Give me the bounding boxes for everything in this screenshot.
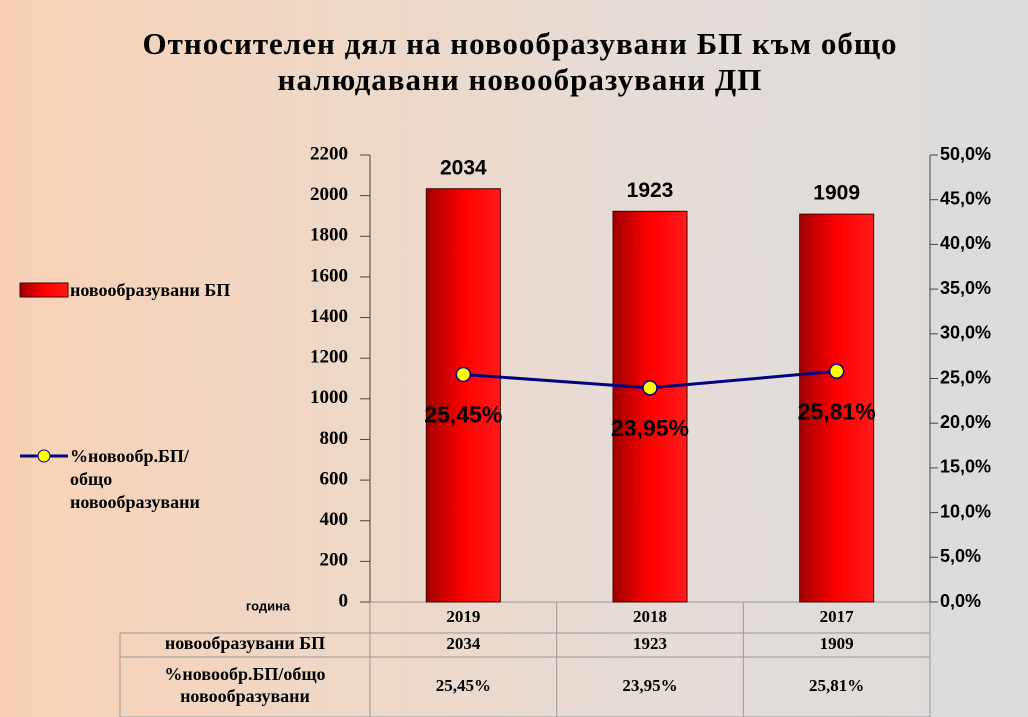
y2-tick-label: 40,0% bbox=[940, 233, 991, 253]
y2-tick-label: 10,0% bbox=[940, 501, 991, 521]
table-cell: 25,45% bbox=[436, 676, 491, 695]
y2-tick-label: 20,0% bbox=[940, 412, 991, 432]
y-tick-label: 1800 bbox=[310, 225, 348, 246]
y2-tick-label: 25,0% bbox=[940, 367, 991, 387]
y-tick-label: 1000 bbox=[310, 387, 348, 408]
bar bbox=[799, 213, 875, 603]
y2-tick-label: 45,0% bbox=[940, 188, 991, 208]
y2-tick-label: 0,0% bbox=[940, 591, 981, 611]
line-marker bbox=[642, 380, 658, 396]
line-marker bbox=[455, 366, 472, 383]
x-axis-label: година bbox=[246, 598, 291, 613]
legend-label: новообразувани БП bbox=[70, 280, 231, 300]
line-marker bbox=[828, 363, 845, 380]
bar bbox=[612, 210, 688, 603]
table-cell: 23,95% bbox=[622, 676, 677, 695]
x-tick-label: 2019 bbox=[446, 607, 480, 626]
line-value-label: 25,45% bbox=[424, 402, 502, 428]
y-tick-label: 1600 bbox=[310, 265, 348, 286]
legend-label: %новообр.БП/общо новообразувани bbox=[70, 446, 200, 512]
y-tick-label: 600 bbox=[320, 468, 349, 489]
bar-value-label: 2034 bbox=[440, 156, 487, 179]
y2-tick-label: 50,0% bbox=[940, 144, 991, 164]
y2-tick-label: 5,0% bbox=[940, 546, 981, 566]
line-value-label: 23,95% bbox=[611, 415, 689, 441]
y2-tick-label: 15,0% bbox=[940, 457, 991, 477]
bar-value-label: 1909 bbox=[813, 182, 860, 205]
table-row-header: новообразувани БП bbox=[165, 633, 325, 653]
table-cell: 25,81% bbox=[809, 676, 864, 695]
y-tick-label: 2000 bbox=[310, 184, 348, 205]
bar bbox=[425, 188, 501, 603]
chart-title: Относителен дял на новообразувани БП към… bbox=[142, 26, 898, 97]
y-tick-label: 200 bbox=[320, 550, 349, 571]
y-tick-label: 400 bbox=[320, 509, 349, 530]
legend-swatch bbox=[37, 449, 51, 463]
table-row-header: %новообр.БП/общо новообразувани bbox=[164, 664, 326, 706]
y-tick-label: 1400 bbox=[310, 306, 348, 327]
x-tick-label: 2018 bbox=[633, 607, 667, 626]
y-tick-label: 1200 bbox=[310, 347, 348, 368]
legend-swatch bbox=[19, 282, 69, 298]
y2-tick-label: 35,0% bbox=[940, 278, 991, 298]
x-tick-label: 2017 bbox=[820, 607, 855, 626]
table-cell: 1923 bbox=[633, 634, 667, 653]
y-tick-label: 0 bbox=[339, 590, 349, 611]
y-tick-label: 800 bbox=[320, 428, 349, 449]
line-value-label: 25,81% bbox=[798, 398, 876, 424]
table-cell: 1909 bbox=[820, 634, 854, 653]
y2-tick-label: 30,0% bbox=[940, 323, 991, 343]
y-tick-label: 2200 bbox=[310, 143, 348, 164]
table-cell: 2034 bbox=[446, 634, 481, 653]
bar-value-label: 1923 bbox=[627, 179, 674, 202]
